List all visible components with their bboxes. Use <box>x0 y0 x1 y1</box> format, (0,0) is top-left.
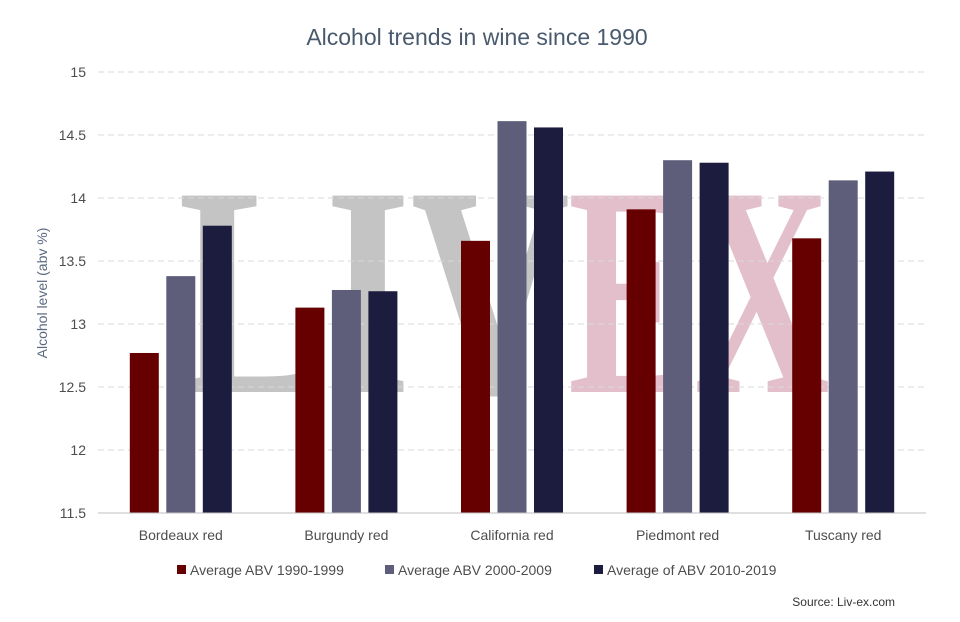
legend-label: Average of ABV 2010-2019 <box>607 562 777 578</box>
bar <box>626 209 656 513</box>
y-tick-label: 12.5 <box>59 379 86 395</box>
bar <box>792 238 822 513</box>
y-axis-title: Alcohol level (abv %) <box>34 228 50 359</box>
x-category-label: California red <box>470 527 553 543</box>
bar <box>534 127 563 513</box>
bars <box>129 121 895 514</box>
bar <box>828 180 858 514</box>
y-axis-ticks: 11.5 12 12.5 13 13.5 14 14.5 15 <box>59 64 86 521</box>
source-note: Source: Liv-ex.com <box>792 595 895 609</box>
legend-label: Average ABV 2000-2009 <box>398 562 552 578</box>
legend-swatch <box>177 565 186 574</box>
legend-label: Average ABV 1990-1999 <box>190 562 344 578</box>
x-category-label: Tuscany red <box>805 527 882 543</box>
bar <box>166 276 196 513</box>
bar <box>202 225 232 513</box>
watermark-ex-text: EX <box>568 125 830 457</box>
y-tick-label: 13 <box>70 316 86 332</box>
x-axis-categories: Bordeaux red Burgundy red California red Pi… <box>139 527 882 543</box>
y-tick-label: 11.5 <box>60 505 86 521</box>
bar <box>865 171 895 514</box>
bar <box>129 352 159 513</box>
bar <box>368 291 398 513</box>
legend: Average ABV 1990-1999 Average ABV 2000-20… <box>177 562 777 578</box>
legend-swatch <box>385 565 394 574</box>
y-tick-label: 14.5 <box>59 127 86 143</box>
bar <box>331 289 361 513</box>
bar <box>295 307 325 513</box>
bar <box>663 160 693 513</box>
x-category-label: Bordeaux red <box>139 527 223 543</box>
x-category-label: Burgundy red <box>304 527 388 543</box>
chart-title: Alcohol trends in wine since 1990 <box>306 24 647 50</box>
bar <box>497 121 527 513</box>
legend-swatch <box>594 565 603 574</box>
y-tick-label: 14 <box>70 190 86 206</box>
x-category-label: Piedmont red <box>636 527 719 543</box>
bar <box>699 162 729 513</box>
y-tick-label: 12 <box>70 442 86 458</box>
bar <box>461 240 490 513</box>
y-tick-label: 13.5 <box>59 253 86 269</box>
y-tick-label: 15 <box>70 64 86 80</box>
